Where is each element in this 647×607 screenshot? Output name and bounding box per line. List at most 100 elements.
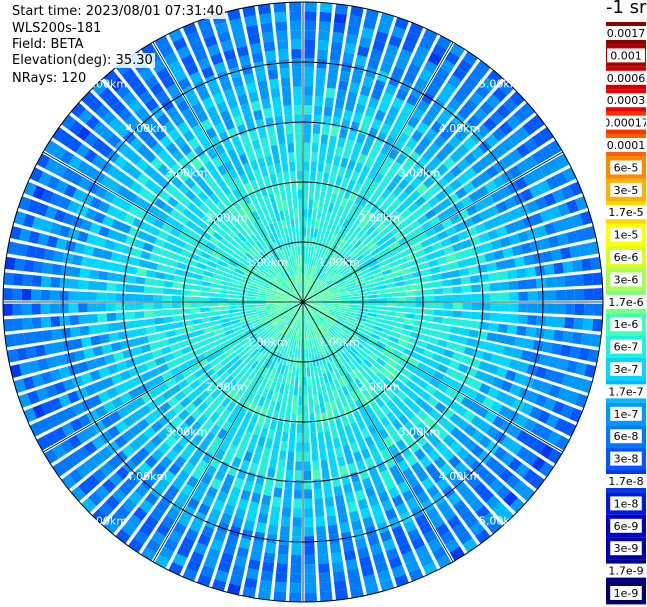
ppi-gate — [349, 510, 360, 522]
ppi-gate — [409, 403, 421, 414]
ppi-gate — [357, 285, 368, 290]
ppi-gate — [307, 255, 311, 265]
ppi-gate — [283, 488, 293, 499]
ppi-gate — [269, 380, 277, 391]
ppi-gate — [191, 489, 204, 502]
ppi-gate — [326, 281, 336, 288]
ppi-gate — [210, 477, 222, 490]
ppi-gate — [266, 389, 274, 400]
ppi-gate — [291, 536, 302, 546]
ppi-gate — [317, 283, 325, 291]
colorbar-tick-bg — [610, 586, 642, 600]
ppi-gate — [242, 6, 256, 18]
ppi-gate — [289, 308, 297, 316]
ppi-gate — [248, 462, 259, 474]
ppi-gate — [209, 358, 220, 368]
ppi-gate — [313, 105, 323, 116]
ppi-gate — [311, 218, 316, 228]
ppi-gate — [143, 150, 157, 164]
ppi-gate — [293, 95, 302, 106]
ppi-gate — [263, 418, 271, 429]
ppi-gate — [513, 372, 526, 385]
ppi-gate — [276, 30, 288, 41]
ppi-gate — [364, 486, 376, 498]
ppi-gate — [311, 142, 319, 153]
ppi-gate — [212, 324, 223, 331]
ppi-gate — [575, 362, 587, 376]
ppi-gate — [128, 366, 140, 378]
ppi-gate — [247, 290, 258, 295]
ppi-gate — [248, 263, 258, 272]
ppi-gate — [374, 386, 384, 397]
ppi-gate — [429, 156, 442, 169]
ppi-gate — [128, 99, 143, 113]
ppi-gate — [270, 350, 278, 361]
ppi-gate — [553, 219, 566, 233]
ppi-gate — [172, 403, 184, 415]
ring-label: 1.00km — [246, 336, 288, 349]
ppi-gate — [224, 473, 235, 486]
ppi-gate — [192, 396, 203, 408]
ppi-gate — [240, 278, 251, 285]
ppi-gate — [343, 483, 353, 495]
ppi-gate — [284, 209, 290, 220]
ppi-gate — [460, 121, 475, 136]
ppi-gate — [174, 238, 186, 248]
ppi-gate — [79, 325, 90, 336]
ppi-gate — [478, 435, 492, 449]
ppi-gate — [89, 394, 102, 408]
ppi-gate — [356, 258, 366, 266]
ppi-gate — [285, 346, 291, 357]
ppi-gate — [219, 340, 230, 349]
ppi-gate — [306, 310, 311, 320]
ppi-gate — [190, 302, 200, 308]
ppi-gate — [144, 413, 157, 425]
ppi-gate — [46, 356, 59, 369]
ppi-gate — [74, 350, 86, 362]
ppi-gate — [200, 26, 215, 39]
ppi-gate — [266, 290, 277, 295]
ppi-gate — [420, 238, 432, 248]
nrays-label: NRays: 120 — [10, 71, 89, 86]
ppi-gate — [359, 185, 368, 197]
ppi-gate — [94, 405, 108, 418]
ppi-gate — [250, 492, 261, 504]
ppi-gate — [429, 377, 441, 388]
colorbar-tick-label: 0.0003 — [607, 94, 646, 107]
ppi-gate — [269, 360, 276, 371]
colorbar-tick-bg — [610, 541, 642, 556]
ppi-gate — [349, 82, 360, 94]
ppi-gate — [241, 63, 253, 76]
ppi-gate — [345, 279, 356, 285]
ppi-gate — [275, 307, 286, 311]
ppi-gate — [546, 290, 557, 301]
ppi-gate — [173, 275, 184, 283]
ppi-gate — [223, 139, 234, 152]
ppi-gate — [305, 339, 308, 349]
ppi-gate — [376, 340, 387, 349]
ppi-gate — [436, 113, 450, 127]
ppi-gate — [238, 335, 248, 343]
ppi-gate — [253, 274, 263, 281]
ppi-gate — [376, 222, 387, 233]
ppi-gate — [76, 160, 90, 175]
ppi-gate — [593, 288, 603, 301]
ppi-gate — [341, 416, 350, 427]
ppi-gate — [214, 21, 229, 34]
ppi-gate — [397, 132, 410, 145]
ring-label: 1.00km — [246, 256, 288, 269]
ppi-gate — [301, 292, 303, 302]
ppi-gate — [447, 98, 462, 112]
ppi-gate — [443, 434, 456, 447]
ppi-gate — [393, 275, 404, 282]
ppi-gate — [509, 383, 522, 397]
ppi-gate — [199, 302, 210, 307]
ppi-gate — [237, 385, 247, 396]
ppi-gate — [133, 530, 149, 545]
ppi-gate — [364, 136, 375, 148]
ppi-gate — [304, 95, 313, 106]
ppi-gate — [321, 210, 327, 221]
ppi-gate — [297, 405, 303, 415]
ppi-gate — [433, 135, 447, 148]
ppi-gate — [303, 461, 311, 471]
